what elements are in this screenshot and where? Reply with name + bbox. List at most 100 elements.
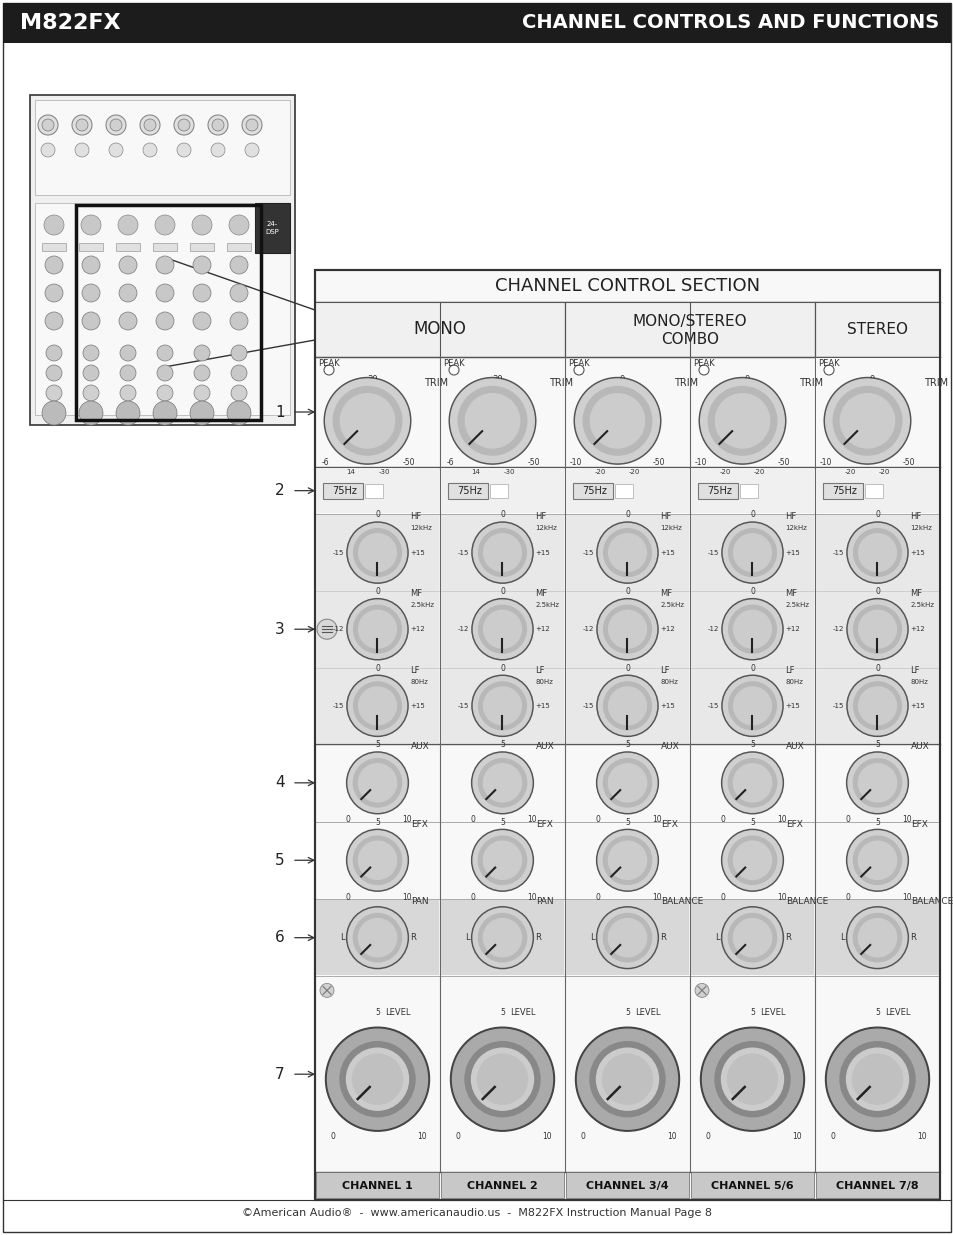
Circle shape xyxy=(483,763,521,802)
Bar xyxy=(864,484,882,498)
Bar xyxy=(314,270,939,1200)
Circle shape xyxy=(348,677,406,735)
Circle shape xyxy=(728,682,776,730)
Circle shape xyxy=(38,115,58,135)
Bar xyxy=(815,515,938,743)
Circle shape xyxy=(608,919,646,957)
Circle shape xyxy=(720,1049,782,1110)
Text: STEREO: STEREO xyxy=(846,322,907,337)
Circle shape xyxy=(472,599,533,659)
Text: 80Hz: 80Hz xyxy=(535,679,553,684)
Circle shape xyxy=(118,215,138,235)
Circle shape xyxy=(347,599,408,659)
Circle shape xyxy=(733,841,771,879)
Circle shape xyxy=(483,687,521,725)
Text: R: R xyxy=(410,934,416,942)
Circle shape xyxy=(44,215,64,235)
Bar xyxy=(690,515,813,743)
Circle shape xyxy=(324,378,411,464)
Circle shape xyxy=(733,610,771,648)
Text: 10: 10 xyxy=(527,893,537,902)
Circle shape xyxy=(340,394,395,448)
Text: 10: 10 xyxy=(401,893,412,902)
Circle shape xyxy=(845,752,907,814)
Circle shape xyxy=(846,676,907,736)
Text: BALANCE: BALANCE xyxy=(785,898,827,906)
Circle shape xyxy=(324,366,334,375)
Circle shape xyxy=(598,600,656,658)
Text: R: R xyxy=(784,934,790,942)
Text: R: R xyxy=(659,934,665,942)
Text: 0: 0 xyxy=(749,510,754,520)
Text: 12kHz: 12kHz xyxy=(659,525,681,531)
Circle shape xyxy=(602,758,651,806)
Circle shape xyxy=(193,366,210,382)
Circle shape xyxy=(858,610,896,648)
Text: 24-
DSP: 24- DSP xyxy=(265,221,278,235)
Text: 0: 0 xyxy=(869,374,874,384)
Circle shape xyxy=(242,115,262,135)
Text: +15: +15 xyxy=(784,703,800,709)
Circle shape xyxy=(847,524,905,582)
Circle shape xyxy=(348,524,406,582)
Text: EFX: EFX xyxy=(910,820,927,829)
Text: TRIM: TRIM xyxy=(923,378,947,388)
Circle shape xyxy=(477,1055,527,1104)
Text: 0: 0 xyxy=(874,587,879,597)
Circle shape xyxy=(71,115,91,135)
Circle shape xyxy=(109,143,123,157)
Text: 2.5kHz: 2.5kHz xyxy=(410,603,435,608)
Circle shape xyxy=(596,752,658,814)
Circle shape xyxy=(574,378,660,464)
Text: AUX: AUX xyxy=(411,742,429,751)
Circle shape xyxy=(348,600,406,658)
Text: 0: 0 xyxy=(874,510,879,520)
Circle shape xyxy=(157,366,172,382)
Circle shape xyxy=(319,983,334,998)
Text: 10: 10 xyxy=(542,1132,552,1141)
Text: 12kHz: 12kHz xyxy=(410,525,432,531)
Text: -20: -20 xyxy=(595,469,606,475)
Circle shape xyxy=(354,682,401,730)
Circle shape xyxy=(358,687,396,725)
Circle shape xyxy=(597,676,658,736)
Text: PAN: PAN xyxy=(411,898,428,906)
Circle shape xyxy=(81,215,101,235)
Text: 80Hz: 80Hz xyxy=(910,679,927,684)
Circle shape xyxy=(574,366,583,375)
Circle shape xyxy=(846,522,907,583)
Circle shape xyxy=(695,983,708,998)
Bar xyxy=(365,484,382,498)
Text: LF: LF xyxy=(410,666,419,674)
Text: 0: 0 xyxy=(345,893,350,902)
Text: -30: -30 xyxy=(378,469,390,475)
Circle shape xyxy=(858,841,896,879)
Text: PEAK: PEAK xyxy=(443,359,464,368)
Text: 0: 0 xyxy=(749,587,754,597)
Circle shape xyxy=(473,908,532,967)
Text: R: R xyxy=(909,934,915,942)
Text: -12: -12 xyxy=(707,626,719,632)
Text: 0: 0 xyxy=(844,893,850,902)
Circle shape xyxy=(845,906,907,968)
Circle shape xyxy=(590,394,644,448)
Text: CHANNEL CONTROL SECTION: CHANNEL CONTROL SECTION xyxy=(495,277,760,295)
Bar xyxy=(35,100,290,195)
Circle shape xyxy=(722,753,781,813)
Circle shape xyxy=(832,387,901,456)
Text: -20: -20 xyxy=(720,469,731,475)
Circle shape xyxy=(727,836,776,884)
Circle shape xyxy=(483,919,521,957)
Circle shape xyxy=(720,906,782,968)
Circle shape xyxy=(823,378,910,464)
Circle shape xyxy=(177,143,191,157)
Circle shape xyxy=(358,841,396,879)
Circle shape xyxy=(608,841,646,879)
Circle shape xyxy=(701,1029,801,1129)
Text: CHANNEL CONTROLS AND FUNCTIONS: CHANNEL CONTROLS AND FUNCTIONS xyxy=(521,14,938,32)
Bar xyxy=(565,468,688,514)
Bar xyxy=(573,483,613,499)
Circle shape xyxy=(193,256,211,274)
Circle shape xyxy=(192,215,212,235)
Text: 0: 0 xyxy=(624,663,629,673)
